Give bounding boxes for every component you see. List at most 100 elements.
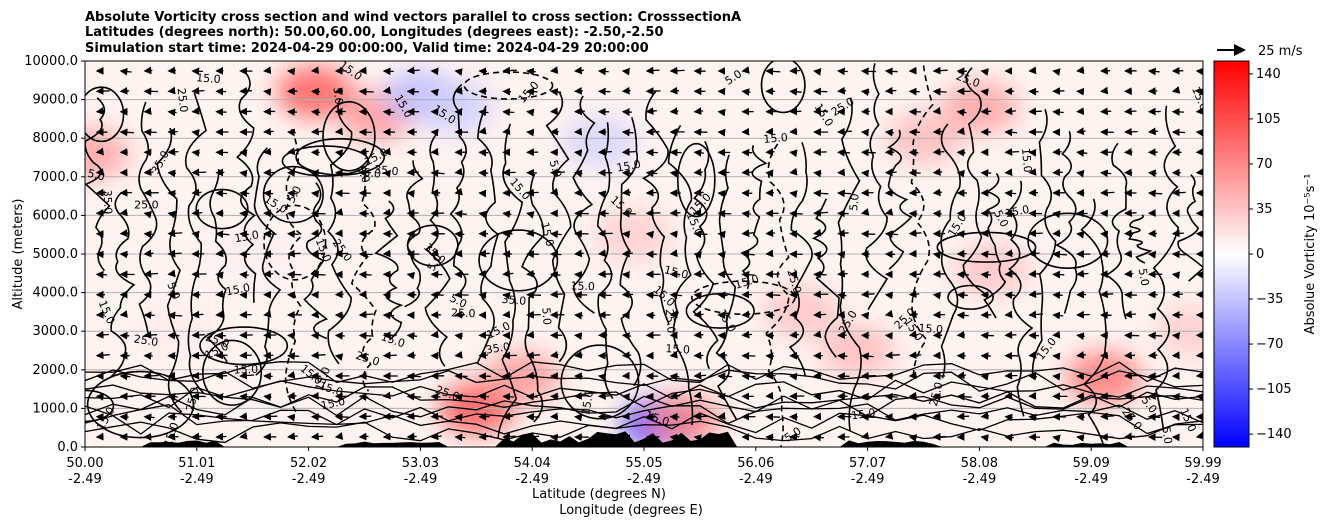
chart-title-line-2: Latitudes (degrees north): 50.00,60.00, … — [85, 25, 664, 40]
wind-vector — [430, 147, 439, 156]
wind-vector — [287, 210, 296, 219]
wind-vector — [95, 168, 104, 176]
wind-vector — [263, 269, 274, 278]
wind-vector — [382, 249, 391, 258]
contour-line — [1031, 108, 1057, 374]
wind-vector — [454, 433, 466, 442]
wind-vector — [669, 66, 685, 75]
wind-vector — [860, 148, 876, 157]
wind-vector — [1195, 270, 1203, 279]
wind-vector — [430, 249, 439, 257]
wind-vector — [334, 331, 345, 340]
wind-vector — [741, 168, 753, 177]
wind-vector — [334, 413, 349, 421]
wind-vector — [908, 229, 922, 238]
wind-vector — [621, 351, 632, 360]
wind-vector — [239, 169, 248, 178]
wind-vector — [287, 291, 296, 300]
wind-vector — [1028, 249, 1040, 258]
wind-vector — [1100, 188, 1115, 197]
contour-label: 25.0 — [175, 87, 191, 113]
wind-vector — [693, 251, 702, 259]
wind-vector — [1124, 310, 1137, 319]
wind-vector — [406, 351, 416, 360]
contour-line — [85, 395, 1203, 418]
wind-vector — [813, 251, 822, 259]
y-tick-label: 9000.0 — [33, 93, 79, 108]
wind-vector — [717, 108, 726, 117]
wind-vector — [1028, 290, 1042, 299]
wind-vector — [95, 351, 110, 360]
wind-vector — [143, 230, 155, 239]
wind-vector — [932, 392, 941, 401]
contour-line — [156, 127, 183, 414]
wind-vector — [669, 107, 679, 115]
x-tick-label-lat: 56.06 — [737, 456, 774, 471]
x-tick-label-lat: 59.09 — [1073, 456, 1110, 471]
wind-vector — [813, 310, 827, 319]
contour-label: 25.0 — [451, 306, 476, 320]
wind-vector — [167, 189, 177, 198]
x-tick-label-lon: -2.49 — [180, 472, 214, 487]
contour-label: 15.0 — [196, 71, 221, 86]
colorbar-tick-label: −70 — [1256, 337, 1283, 352]
wind-vector — [574, 270, 584, 279]
wind-vector — [645, 107, 657, 115]
wind-vector — [645, 230, 655, 239]
wind-vector — [621, 169, 634, 178]
wind-vector — [908, 290, 920, 299]
wind-vector — [1052, 352, 1061, 361]
wind-vector — [310, 270, 326, 279]
wind-vector — [621, 332, 632, 340]
contour-label: 15.0 — [1019, 148, 1034, 174]
vorticity-blob — [763, 285, 840, 338]
wind-vector — [95, 208, 108, 217]
x-tick-label-lon: -2.49 — [68, 472, 102, 487]
colorbar-tick-label: −35 — [1256, 292, 1283, 307]
wind-vector — [669, 372, 680, 381]
vorticity-blob — [953, 243, 1030, 296]
wind-vector — [167, 86, 176, 95]
wind-vector — [1195, 431, 1203, 440]
wind-vector — [669, 230, 678, 239]
wind-vector — [167, 66, 177, 75]
wind-vector — [502, 432, 516, 441]
wind-vector — [956, 371, 967, 380]
wind-vector — [1004, 128, 1018, 137]
wind-vector — [860, 413, 875, 421]
wind-vector — [837, 148, 850, 157]
wind-vector — [1004, 291, 1016, 300]
wind-vector — [478, 126, 487, 135]
wind-vector — [1147, 67, 1160, 76]
wind-vector — [932, 106, 941, 115]
wind-vector — [693, 291, 702, 300]
colorbar: 140 105 70 35 0 −35 −70 −105 −140 Absolue Vortic… — [1213, 60, 1318, 448]
wind-vector — [382, 86, 392, 95]
wind-vector — [908, 188, 921, 197]
wind-vector — [956, 291, 968, 300]
wind-vector — [932, 188, 942, 197]
contour-label: 15.0 — [665, 342, 690, 356]
contour-label: 15.0 — [570, 279, 595, 293]
wind-vector — [884, 291, 893, 300]
wind-vector — [621, 148, 636, 156]
wind-vector — [1124, 371, 1139, 380]
quiver-key: 25 m/s — [1217, 44, 1303, 59]
wind-vector — [908, 371, 917, 380]
wind-vector — [956, 330, 965, 339]
wind-vector — [860, 432, 870, 440]
wind-vector — [1124, 229, 1134, 238]
wind-vector — [741, 148, 753, 157]
wind-vector — [1195, 351, 1203, 359]
contour-line — [110, 192, 136, 378]
contour-line — [184, 92, 208, 395]
wind-vector — [454, 413, 463, 422]
wind-vector — [645, 209, 661, 217]
wind-vector — [1028, 270, 1041, 278]
contour-label: 25.0 — [134, 198, 159, 211]
wind-vector — [502, 66, 517, 75]
contour-loop — [86, 370, 195, 439]
wind-vector — [980, 250, 996, 259]
wind-vector — [263, 189, 274, 198]
